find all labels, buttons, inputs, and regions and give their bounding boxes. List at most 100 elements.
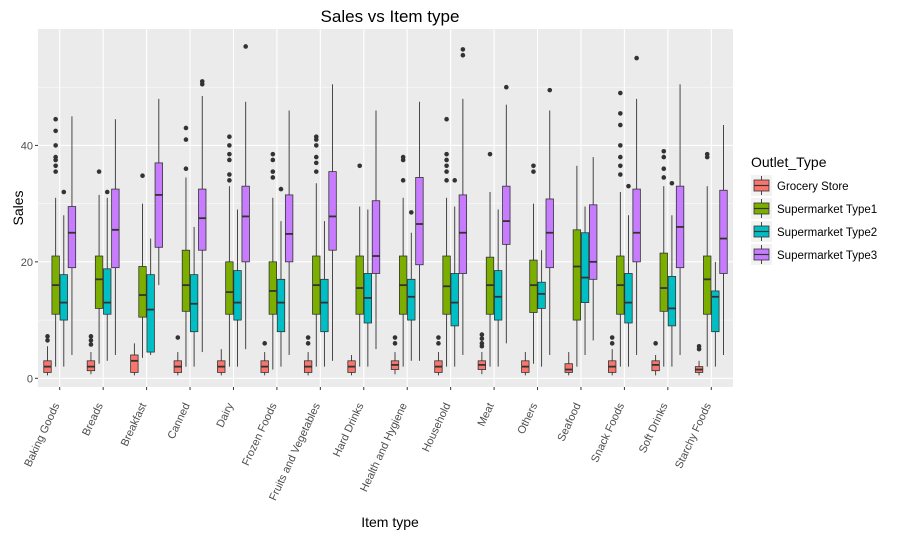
box-3-7 bbox=[371, 110, 381, 350]
box-iqr bbox=[146, 274, 155, 353]
box-2-0 bbox=[59, 189, 68, 367]
outlier-point bbox=[400, 154, 406, 160]
outlier-point bbox=[45, 334, 50, 339]
box-1-2 bbox=[138, 173, 147, 358]
box-groups bbox=[43, 44, 728, 376]
box-1-11 bbox=[529, 163, 538, 364]
box-0-0 bbox=[43, 334, 52, 376]
outlier-point bbox=[444, 169, 449, 174]
box-2-12 bbox=[580, 206, 590, 355]
box-1-10 bbox=[485, 151, 495, 367]
outlier-point bbox=[618, 172, 623, 177]
box-2-15 bbox=[711, 261, 720, 367]
box-iqr bbox=[703, 255, 712, 315]
outlier-point bbox=[436, 341, 441, 346]
outlier-point bbox=[704, 151, 710, 157]
outlier-point bbox=[227, 157, 232, 163]
box-0-1 bbox=[86, 334, 96, 375]
outlier-point bbox=[547, 87, 553, 93]
box-2-5 bbox=[276, 186, 286, 367]
box-iqr bbox=[659, 252, 668, 312]
box-iqr bbox=[371, 200, 381, 274]
x-tick-label: Health and Hygiene bbox=[358, 401, 410, 494]
outlier-point bbox=[199, 79, 205, 84]
box-2-13 bbox=[624, 183, 633, 367]
box-iqr bbox=[529, 259, 538, 313]
x-tick-label: Fruits and Vegetables bbox=[267, 401, 323, 503]
outlier-point bbox=[444, 151, 449, 157]
box-1-12 bbox=[572, 165, 582, 367]
box-1-13 bbox=[616, 90, 625, 367]
outlier-point bbox=[140, 173, 145, 178]
grid-lines bbox=[38, 29, 733, 387]
box-iqr bbox=[458, 194, 468, 274]
outlier-point bbox=[243, 44, 248, 49]
outlier-point bbox=[53, 143, 58, 148]
outlier-point bbox=[504, 84, 509, 90]
box-iqr bbox=[632, 188, 641, 263]
box-3-1 bbox=[111, 119, 120, 355]
outlier-point bbox=[96, 169, 102, 174]
box-iqr bbox=[450, 273, 459, 327]
box-3-14 bbox=[675, 84, 685, 355]
box-iqr bbox=[111, 188, 120, 269]
box-1-0 bbox=[51, 116, 60, 367]
box-3-3 bbox=[198, 79, 207, 353]
outlier-point bbox=[305, 335, 311, 340]
box-iqr bbox=[241, 185, 250, 263]
box-3-0 bbox=[67, 116, 77, 355]
y-tick-label: 20 bbox=[21, 257, 33, 269]
box-0-14 bbox=[651, 341, 660, 376]
box-1-3 bbox=[181, 125, 191, 367]
outlier-point bbox=[53, 163, 58, 169]
x-tick-label: Hard Drinks bbox=[331, 401, 367, 459]
box-iqr bbox=[589, 204, 598, 280]
outlier-point bbox=[227, 151, 232, 157]
outlier-point bbox=[313, 154, 319, 160]
outlier-point bbox=[104, 189, 110, 195]
box-2-2 bbox=[146, 238, 155, 355]
y-tick-label: 40 bbox=[21, 140, 33, 152]
outlier-point bbox=[88, 338, 94, 343]
box-2-14 bbox=[667, 180, 677, 367]
outlier-point bbox=[618, 90, 623, 96]
outlier-point bbox=[400, 178, 406, 183]
outlier-point bbox=[227, 134, 232, 139]
box-1-6 bbox=[312, 134, 321, 367]
box-2-11 bbox=[537, 250, 546, 367]
box-iqr bbox=[276, 278, 286, 333]
outlier-point bbox=[262, 341, 267, 346]
y-tick-label: 0 bbox=[27, 373, 33, 385]
x-tick-label: Canned bbox=[166, 401, 193, 441]
box-0-12 bbox=[564, 352, 573, 376]
box-iqr bbox=[564, 363, 573, 373]
outlier-point bbox=[270, 175, 276, 180]
outlier-point bbox=[460, 47, 466, 52]
box-iqr bbox=[442, 255, 451, 315]
box-iqr bbox=[59, 274, 68, 321]
x-tick-label: Meat bbox=[476, 401, 497, 428]
box-0-3 bbox=[173, 335, 182, 376]
outlier-point bbox=[479, 332, 485, 337]
outlier-point bbox=[609, 335, 615, 340]
y-axis-title: Sales bbox=[10, 190, 26, 225]
box-3-8 bbox=[415, 101, 424, 361]
outlier-point bbox=[460, 52, 466, 58]
x-tick-label: Household bbox=[420, 401, 453, 454]
box-iqr bbox=[624, 273, 633, 324]
box-0-4 bbox=[217, 349, 226, 376]
outlier-point bbox=[357, 163, 363, 169]
x-tick-label: Starchy Foods bbox=[673, 401, 714, 471]
box-iqr bbox=[719, 189, 728, 274]
box-iqr bbox=[233, 270, 242, 321]
box-1-5 bbox=[268, 151, 277, 370]
outlier-point bbox=[88, 342, 94, 347]
outlier-point bbox=[313, 134, 319, 139]
box-2-3 bbox=[189, 226, 199, 367]
box-iqr bbox=[355, 255, 364, 315]
box-2-4 bbox=[233, 209, 242, 367]
box-0-13 bbox=[608, 335, 617, 376]
outlier-point bbox=[531, 169, 536, 174]
box-iqr bbox=[328, 171, 337, 251]
outlier-point bbox=[278, 186, 284, 192]
